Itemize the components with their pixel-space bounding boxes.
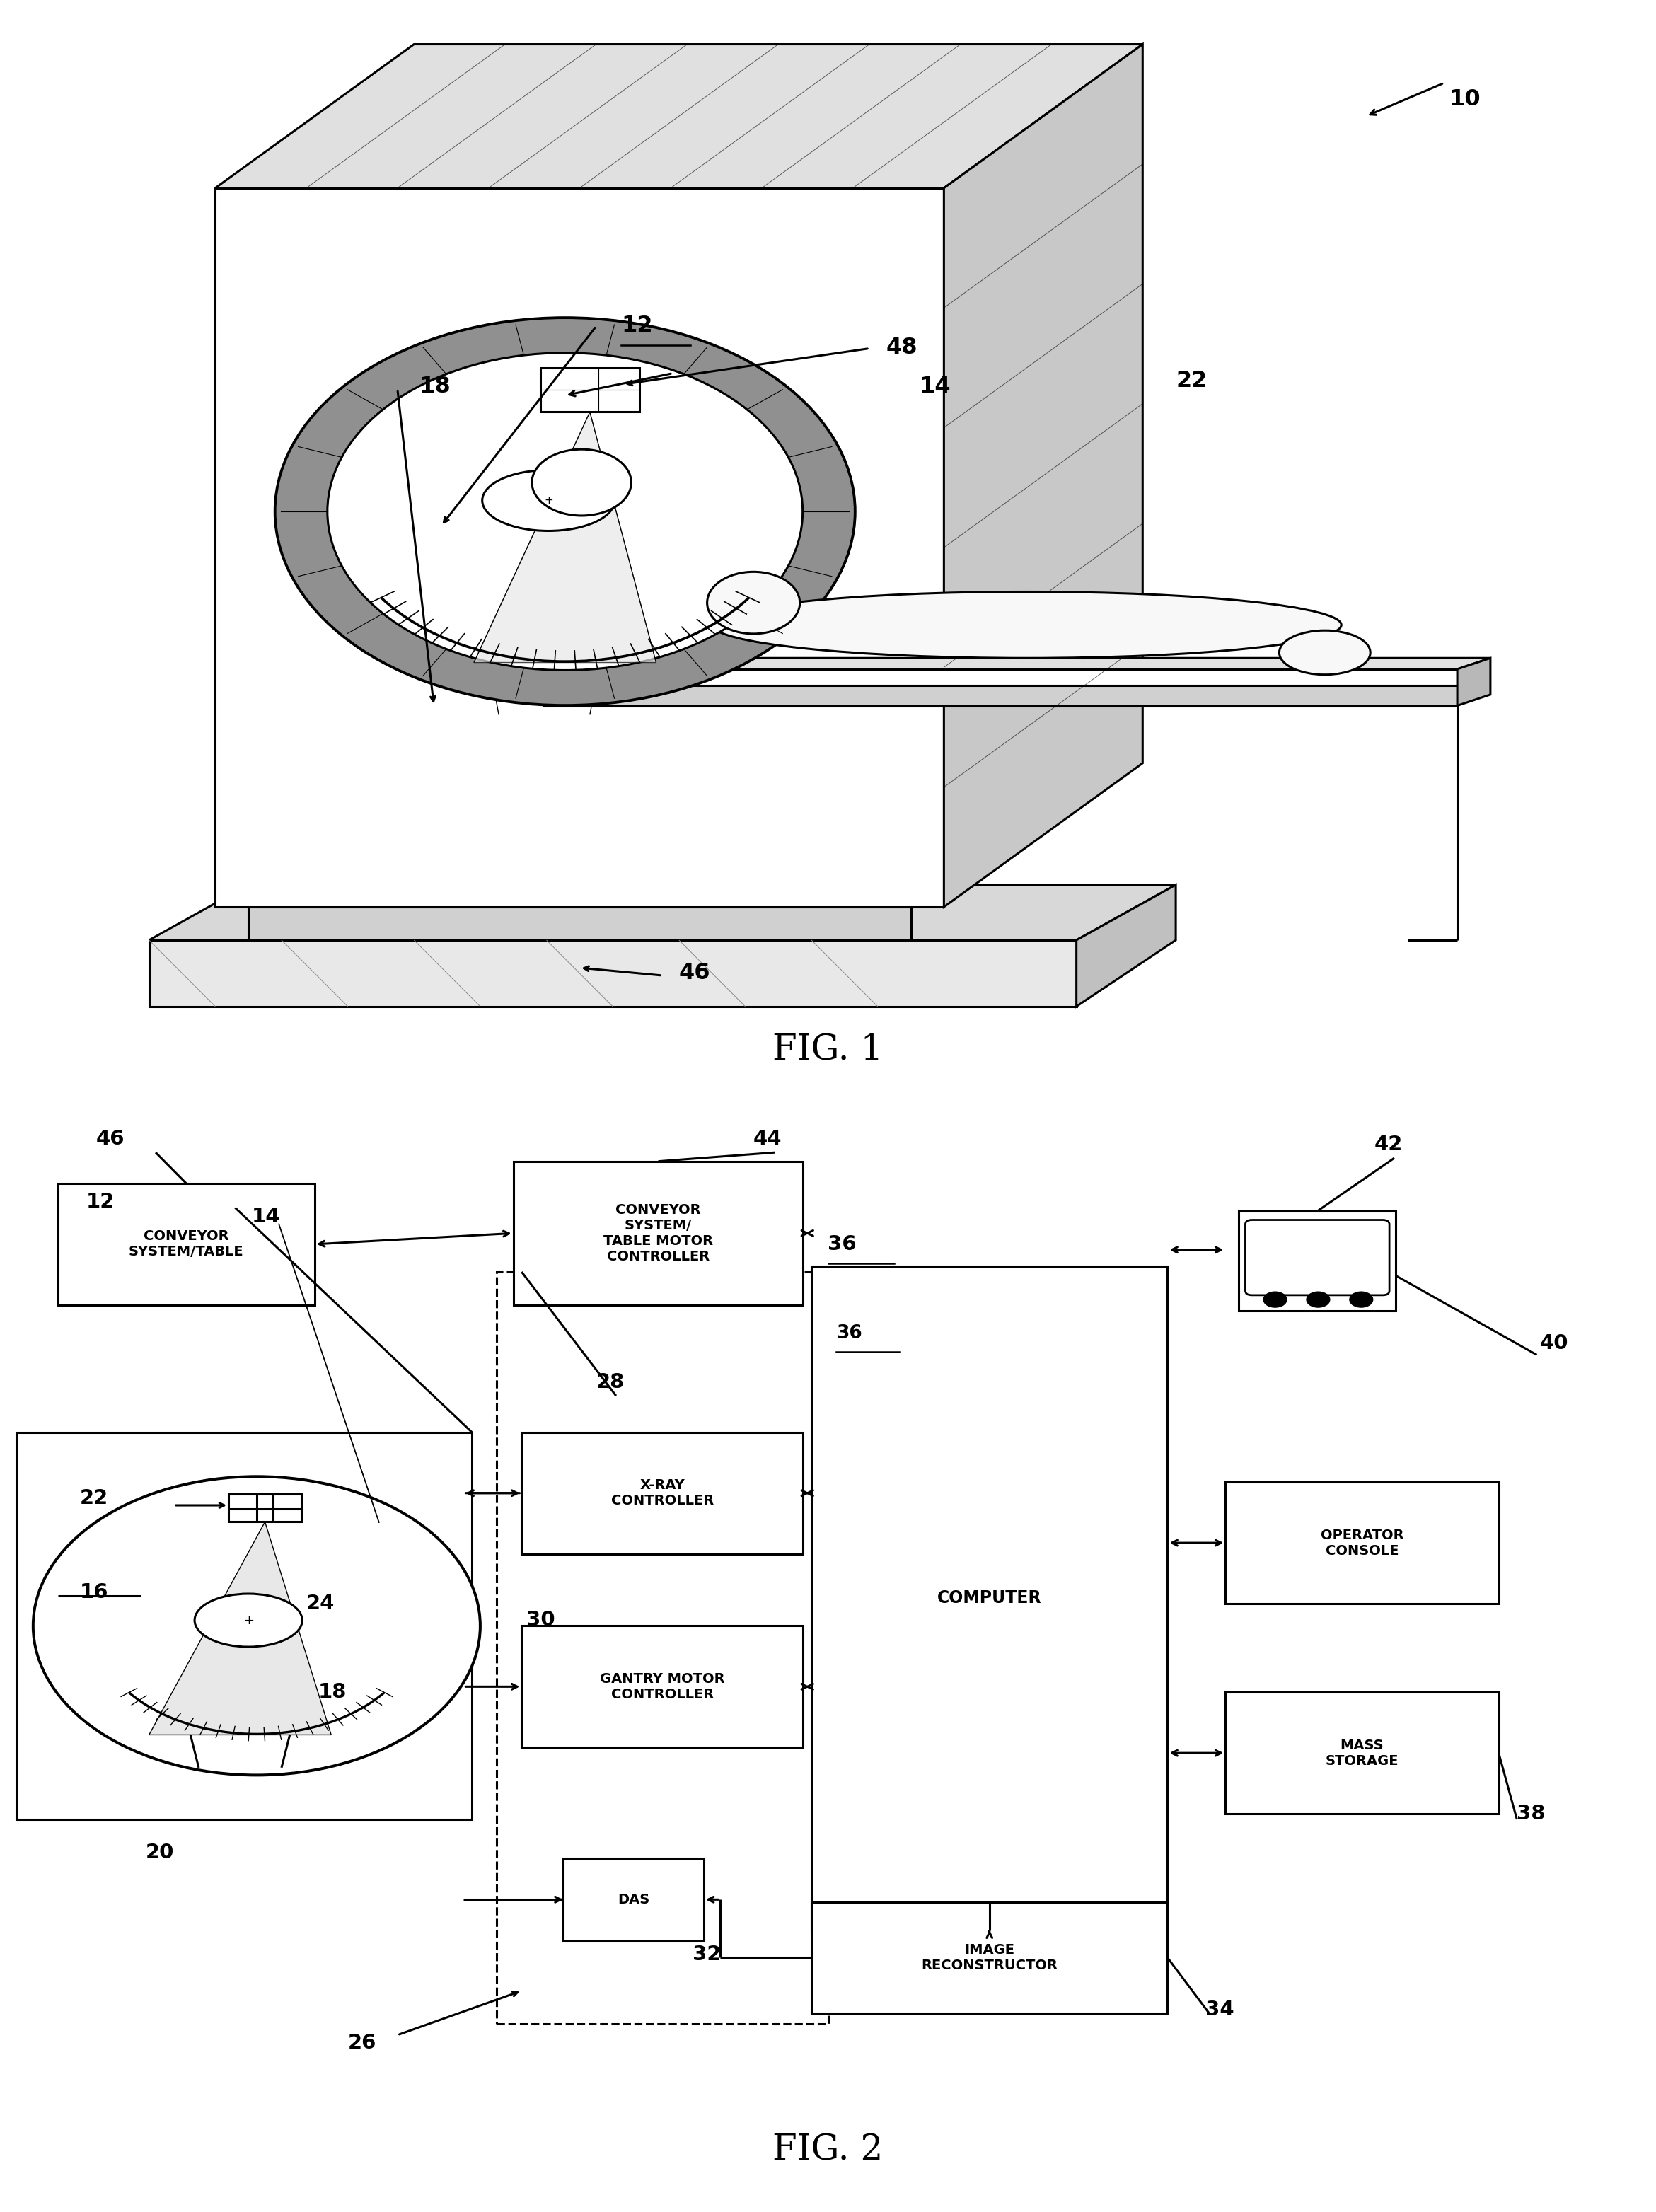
Polygon shape (474, 411, 656, 661)
Ellipse shape (712, 591, 1341, 659)
FancyBboxPatch shape (1245, 1221, 1389, 1296)
Text: 28: 28 (596, 1371, 624, 1391)
Text: 32: 32 (692, 1944, 720, 1964)
Circle shape (275, 319, 854, 706)
Text: IMAGE
RECONSTRUCTOR: IMAGE RECONSTRUCTOR (921, 1942, 1058, 1973)
Polygon shape (1076, 885, 1176, 1006)
Polygon shape (248, 863, 994, 907)
Circle shape (33, 1478, 480, 1774)
Circle shape (275, 319, 854, 706)
Text: COMPUTER: COMPUTER (937, 1590, 1042, 1606)
Text: 12: 12 (86, 1192, 114, 1212)
Bar (58, 1183, 315, 1305)
Polygon shape (543, 668, 1457, 686)
Text: 14: 14 (252, 1206, 280, 1225)
Circle shape (532, 449, 631, 515)
Polygon shape (149, 1522, 331, 1734)
Bar (563, 1858, 704, 1942)
Polygon shape (149, 940, 1076, 1006)
Polygon shape (540, 367, 639, 411)
Circle shape (1307, 1292, 1330, 1307)
Text: +: + (243, 1615, 253, 1626)
Bar (229, 1495, 301, 1522)
Bar (811, 1265, 1167, 1929)
Text: 46: 46 (679, 962, 710, 984)
Circle shape (328, 352, 803, 670)
Text: 30: 30 (527, 1610, 555, 1630)
Polygon shape (215, 44, 1143, 188)
Text: FIG. 1: FIG. 1 (773, 1033, 883, 1066)
Text: 26: 26 (348, 2033, 376, 2053)
Text: +: + (543, 495, 553, 507)
Polygon shape (944, 44, 1143, 907)
Bar (1225, 1692, 1499, 1814)
Text: 18: 18 (318, 1681, 346, 1701)
Bar (811, 1902, 1167, 2013)
Polygon shape (1457, 657, 1490, 706)
Text: 44: 44 (753, 1128, 782, 1148)
Text: 12: 12 (621, 314, 652, 336)
Circle shape (1264, 1292, 1287, 1307)
Bar (522, 1626, 803, 1747)
Text: 40: 40 (1540, 1334, 1568, 1354)
Bar (1239, 1212, 1396, 1310)
Text: 36: 36 (828, 1234, 856, 1254)
Text: 16: 16 (79, 1582, 108, 1601)
Polygon shape (543, 686, 1457, 706)
Polygon shape (248, 907, 911, 940)
Polygon shape (543, 657, 1490, 668)
Bar (513, 1161, 803, 1305)
Text: CONVEYOR
SYSTEM/
TABLE MOTOR
CONTROLLER: CONVEYOR SYSTEM/ TABLE MOTOR CONTROLLER (603, 1203, 714, 1263)
Text: 48: 48 (886, 336, 917, 358)
Text: 46: 46 (96, 1128, 124, 1148)
Text: CONVEYOR
SYSTEM/TABLE: CONVEYOR SYSTEM/TABLE (129, 1230, 243, 1259)
Text: MASS
STORAGE: MASS STORAGE (1325, 1739, 1399, 1767)
Polygon shape (215, 188, 944, 907)
Circle shape (707, 573, 800, 633)
Text: 20: 20 (146, 1843, 174, 1863)
Text: FIG. 2: FIG. 2 (773, 2132, 883, 2168)
Text: 18: 18 (419, 376, 450, 398)
Ellipse shape (1280, 630, 1371, 675)
Bar (497, 1272, 828, 2024)
Text: 22: 22 (79, 1489, 108, 1509)
Text: 36: 36 (836, 1325, 863, 1343)
Ellipse shape (482, 469, 614, 531)
Text: 10: 10 (1449, 88, 1480, 111)
Ellipse shape (195, 1593, 301, 1646)
Bar (17, 1433, 472, 1818)
Text: 14: 14 (919, 376, 951, 398)
Text: 42: 42 (1374, 1135, 1403, 1155)
Text: DAS: DAS (618, 1893, 649, 1907)
Text: 24: 24 (306, 1593, 335, 1613)
Text: OPERATOR
CONSOLE: OPERATOR CONSOLE (1320, 1528, 1404, 1557)
Text: 34: 34 (1206, 2000, 1234, 2020)
Circle shape (1350, 1292, 1373, 1307)
Bar (1225, 1482, 1499, 1604)
Text: 38: 38 (1517, 1803, 1545, 1823)
Text: 22: 22 (1176, 369, 1207, 392)
Polygon shape (149, 885, 1176, 940)
Bar (522, 1433, 803, 1553)
Text: X-RAY
CONTROLLER: X-RAY CONTROLLER (611, 1478, 714, 1509)
Text: GANTRY MOTOR
CONTROLLER: GANTRY MOTOR CONTROLLER (599, 1672, 725, 1701)
